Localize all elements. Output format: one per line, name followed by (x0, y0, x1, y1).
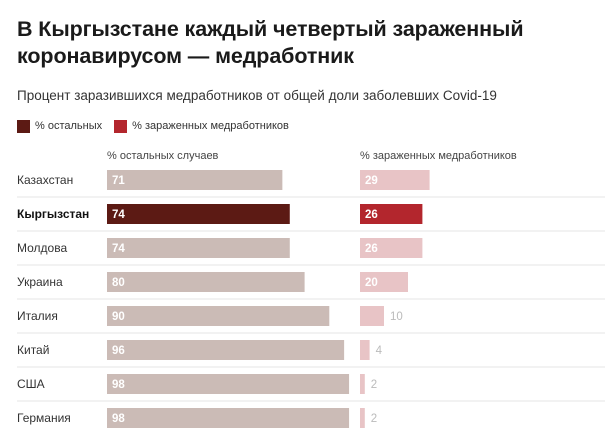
bar-medical (360, 238, 423, 258)
category-label: Кыргызстан (17, 207, 89, 221)
value-label-medical: 26 (365, 209, 378, 221)
bar-others (107, 272, 305, 292)
bar-medical (360, 204, 423, 224)
bar-medical (360, 340, 370, 360)
category-label: Китай (17, 343, 49, 357)
bar-medical (360, 374, 365, 394)
bar-others (107, 340, 345, 360)
bar-others (107, 238, 290, 258)
bar-medical (360, 408, 365, 428)
bar-others (107, 204, 290, 224)
bar-medical (360, 272, 408, 292)
value-label-others: 71 (112, 175, 125, 187)
category-label: Молдова (17, 241, 67, 255)
value-label-others: 98 (112, 413, 125, 425)
value-label-medical: 29 (365, 175, 378, 187)
legend-item-medical: % зараженных медработников (114, 119, 289, 133)
legend-swatch-medical (114, 119, 128, 133)
value-label-others: 98 (112, 379, 125, 391)
category-label: Италия (17, 309, 58, 323)
value-label-others: 96 (112, 345, 125, 357)
legend-item-others: % остальных (17, 119, 103, 133)
bar-others (107, 306, 330, 326)
chart-title: В Кыргызстане каждый четвертый зараженны… (17, 17, 524, 68)
chart-subtitle: Процент заразившихся медработников от об… (17, 88, 497, 103)
legend-swatch-others (17, 119, 30, 133)
value-label-medical: 2 (371, 413, 377, 425)
category-label: США (17, 377, 45, 391)
legend-label-others: % остальных (35, 120, 103, 132)
bar-others (107, 170, 283, 190)
value-label-medical: 20 (365, 277, 378, 289)
bar-medical (360, 306, 384, 326)
value-label-others: 74 (112, 209, 125, 221)
column-header-others: % остальных случаев (107, 150, 219, 162)
value-label-medical: 4 (376, 345, 383, 357)
category-label: Германия (17, 411, 71, 425)
column-header-medical: % зараженных медработников (360, 150, 517, 162)
value-label-medical: 10 (390, 311, 403, 323)
bar-others (107, 408, 350, 428)
category-label: Украина (17, 275, 63, 289)
value-label-others: 90 (112, 311, 125, 323)
value-label-others: 80 (112, 277, 125, 289)
legend-label-medical: % зараженных медработников (132, 120, 289, 132)
category-label: Казахстан (17, 173, 73, 187)
bar-medical (360, 170, 430, 190)
value-label-medical: 26 (365, 243, 378, 255)
value-label-medical: 2 (371, 379, 377, 391)
value-label-others: 74 (112, 243, 125, 255)
bar-others (107, 374, 350, 394)
legend: % остальных % зараженных медработников (17, 119, 301, 133)
